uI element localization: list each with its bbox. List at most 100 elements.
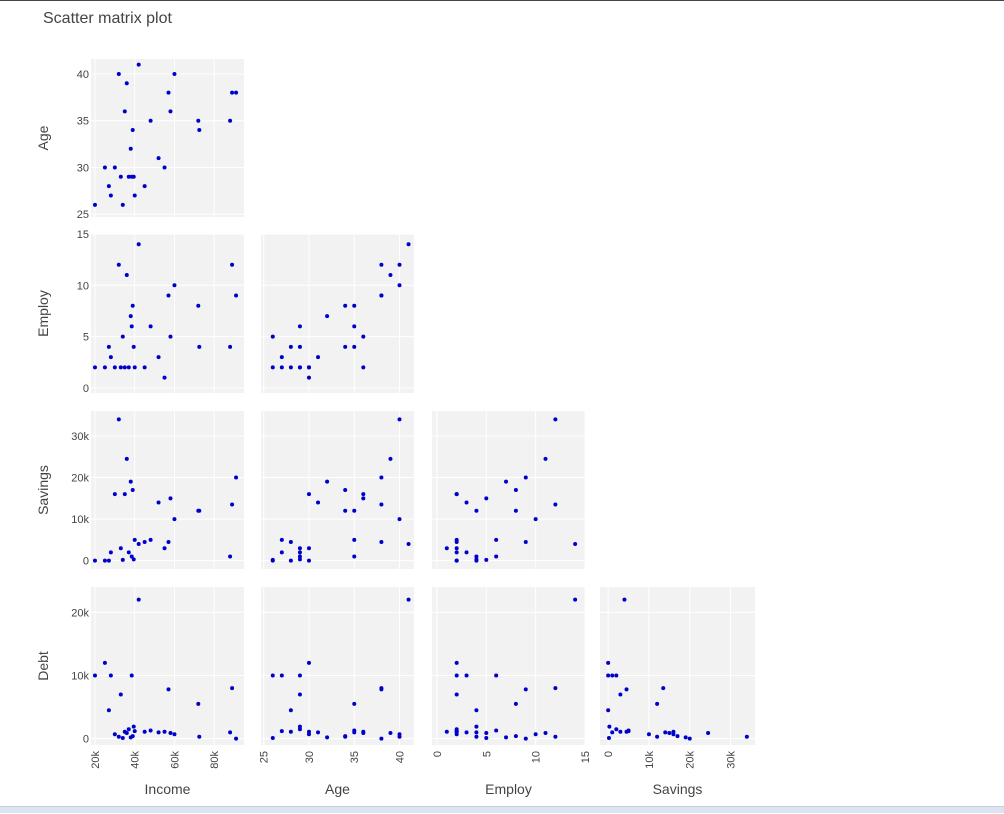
data-point [297, 324, 302, 329]
y-axis-label: Age [35, 125, 51, 150]
data-point [288, 708, 293, 713]
data-point [306, 729, 311, 734]
data-point [168, 730, 173, 735]
data-point [454, 729, 459, 734]
y-tick-label: 20k [71, 607, 89, 619]
data-point [131, 174, 136, 179]
y-tick-label: 20k [71, 473, 89, 485]
data-point [124, 730, 129, 735]
data-point [306, 365, 311, 370]
data-point [279, 537, 284, 542]
data-point [132, 729, 137, 734]
data-point [297, 692, 302, 697]
data-point [279, 365, 284, 370]
y-tick-label: 30 [77, 162, 89, 174]
data-point [484, 496, 489, 501]
x-tick-label: 15 [580, 751, 592, 763]
data-point [270, 557, 275, 562]
data-point [655, 734, 660, 739]
data-point [352, 730, 357, 735]
data-point [626, 728, 631, 733]
data-point [172, 71, 177, 76]
data-point [92, 558, 97, 563]
data-point [343, 508, 348, 513]
data-point [494, 537, 499, 542]
y-tick-label: 25 [77, 209, 89, 221]
data-point [454, 692, 459, 697]
data-point [379, 293, 384, 298]
data-point [474, 724, 479, 729]
panel-debt-vs-income [91, 587, 244, 745]
data-point [136, 242, 141, 247]
panel-debt-vs-age [261, 587, 414, 745]
data-point [102, 660, 107, 665]
data-point [148, 728, 153, 733]
data-point [142, 365, 147, 370]
data-point [573, 542, 578, 547]
data-point [661, 686, 666, 691]
data-point [474, 508, 479, 513]
data-point [116, 71, 121, 76]
data-point [297, 724, 302, 729]
data-point [168, 334, 173, 339]
data-point [92, 202, 97, 207]
data-point [156, 355, 161, 360]
data-point [122, 109, 127, 114]
panel-background [261, 411, 414, 569]
data-point [306, 492, 311, 497]
data-point [454, 546, 459, 551]
x-tick-label: 80k [209, 751, 221, 769]
x-tick-label: 10k [644, 751, 656, 769]
data-point [270, 334, 275, 339]
data-point [131, 724, 136, 729]
data-point [543, 456, 548, 461]
data-point [162, 375, 167, 380]
data-point [128, 314, 133, 319]
data-point [316, 355, 321, 360]
data-point [112, 365, 117, 370]
data-point [122, 365, 127, 370]
data-point [126, 727, 131, 732]
y-tick-label: 0 [83, 383, 89, 395]
y-axis-label: Savings [35, 465, 51, 515]
data-point [553, 734, 558, 739]
data-point [234, 736, 239, 741]
x-tick-label: 40k [130, 751, 142, 769]
x-axis-label: Income [145, 781, 191, 797]
x-tick-label: 60k [169, 751, 181, 769]
y-tick-label: 0 [83, 734, 89, 746]
data-point [306, 660, 311, 665]
data-point [297, 546, 302, 551]
panel-background [600, 587, 755, 745]
data-point [687, 736, 692, 741]
data-point [306, 375, 311, 380]
panel-savings-vs-employ [432, 411, 586, 569]
data-point [744, 734, 749, 739]
data-point [494, 728, 499, 733]
data-point [112, 165, 117, 170]
data-point [397, 732, 402, 737]
data-point [172, 517, 177, 522]
data-point [706, 730, 711, 735]
data-point [484, 730, 489, 735]
data-point [607, 724, 612, 729]
data-point [504, 735, 509, 740]
data-point [131, 557, 136, 562]
data-point [606, 673, 611, 678]
data-point [622, 597, 627, 602]
y-tick-label: 5 [83, 332, 89, 344]
data-point [655, 701, 660, 706]
data-point [361, 730, 366, 735]
panel-age-vs-income [91, 59, 244, 217]
data-point [142, 539, 147, 544]
data-point [513, 701, 518, 706]
data-point [671, 729, 676, 734]
bottom-scroll-strip [0, 806, 1004, 813]
panel-background [432, 587, 585, 745]
x-tick-label: 10 [531, 751, 543, 763]
data-point [474, 554, 479, 559]
data-point [316, 500, 321, 505]
data-point [118, 174, 123, 179]
data-point [168, 109, 173, 114]
data-point [361, 492, 366, 497]
